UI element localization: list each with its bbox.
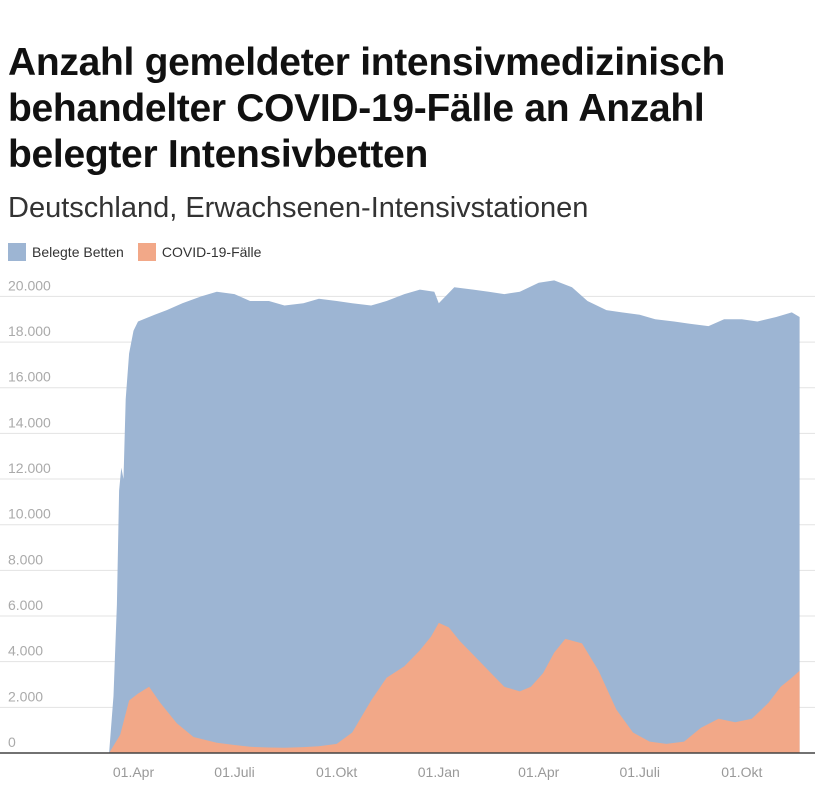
y-tick-label: 20.000 — [8, 277, 51, 293]
chart-subtitle: Deutschland, Erwachsenen-Intensivstation… — [8, 192, 589, 224]
y-tick-label: 2.000 — [8, 688, 43, 704]
y-tick-label: 14.000 — [8, 414, 51, 430]
series-area-belegte-betten — [109, 280, 800, 753]
legend-item-covid-faelle: COVID-19-Fälle — [137, 243, 262, 261]
y-tick-label: 16.000 — [8, 369, 51, 385]
legend-label-belegte-betten: Belegte Betten — [32, 244, 124, 260]
x-tick-label: 01.Apr — [113, 764, 155, 780]
y-tick-label: 0 — [8, 734, 16, 750]
x-tick-label: 01.Juli — [619, 764, 659, 780]
x-tick-label: 01.Apr — [518, 764, 560, 780]
x-tick-label: 01.Okt — [316, 764, 357, 780]
chart-title: Anzahl gemeldeter intensivmedizinisch be… — [8, 41, 726, 176]
y-tick-label: 18.000 — [8, 323, 51, 339]
y-tick-label: 4.000 — [8, 643, 43, 659]
y-tick-label: 6.000 — [8, 597, 43, 613]
legend: Belegte Betten COVID-19-Fälle — [8, 243, 275, 261]
legend-swatch-belegte-betten — [8, 243, 26, 261]
x-tick-label: 01.Jan — [418, 764, 460, 780]
legend-item-belegte-betten: Belegte Betten — [8, 243, 124, 261]
y-tick-label: 12.000 — [8, 460, 51, 476]
legend-swatch-covid-faelle — [137, 243, 156, 261]
y-tick-label: 8.000 — [8, 551, 43, 567]
legend-label-covid-faelle: COVID-19-Fälle — [161, 244, 262, 260]
y-tick-label: 10.000 — [8, 506, 51, 522]
x-tick-label: 01.Juli — [214, 764, 254, 780]
x-tick-label: 01.Okt — [721, 764, 762, 780]
series-area-covid-faelle — [109, 622, 800, 753]
